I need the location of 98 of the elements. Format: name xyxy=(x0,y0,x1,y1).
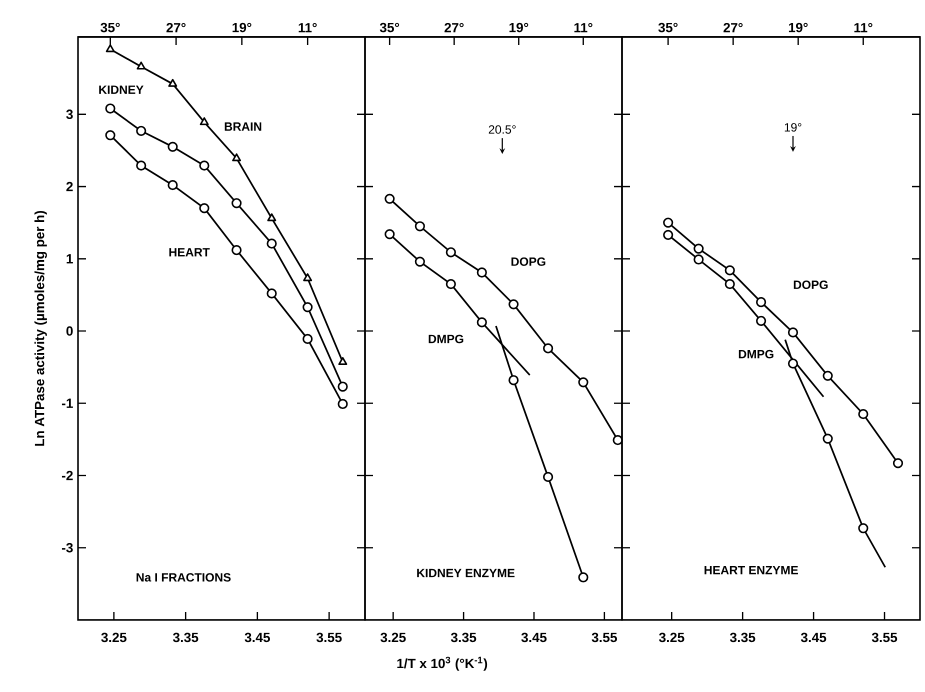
y-tick-label: -2 xyxy=(62,470,73,480)
point xyxy=(858,523,868,534)
point xyxy=(136,62,146,70)
point xyxy=(756,297,766,308)
point xyxy=(200,117,209,126)
x2-tick-label: 35° xyxy=(658,22,678,32)
x-tick-label: 3.25 xyxy=(659,632,684,642)
x-axis-title: 1/T x 10$^{3}$ (°K$^{-1}$) xyxy=(397,656,488,671)
annotation: 19° xyxy=(784,123,802,132)
x-tick-label: 3.55 xyxy=(316,632,342,642)
x-tick-label: 3.55 xyxy=(592,632,617,642)
series-label: BRAIN xyxy=(224,122,262,131)
point xyxy=(105,130,116,140)
x-tick-label: 3.25 xyxy=(380,632,406,642)
point xyxy=(788,327,798,338)
point xyxy=(338,382,348,392)
point xyxy=(476,317,487,328)
x-tick-label: 3.55 xyxy=(872,632,898,642)
point xyxy=(267,213,276,222)
x2-tick-label: 11° xyxy=(298,22,317,32)
x2-tick-label: 19° xyxy=(232,22,252,32)
y-tick-label: -3 xyxy=(62,543,73,552)
x2-tick-label: 19° xyxy=(788,22,808,32)
point xyxy=(384,194,395,204)
point xyxy=(199,160,210,171)
point xyxy=(788,358,798,369)
point xyxy=(508,375,519,386)
point xyxy=(338,398,348,410)
x2-tick-label: 11° xyxy=(574,22,592,32)
point xyxy=(694,254,704,265)
point xyxy=(303,273,312,282)
y-tick-label: 3 xyxy=(66,110,73,120)
point xyxy=(446,278,456,290)
point xyxy=(266,288,277,299)
y-tick-label: 1 xyxy=(66,254,73,264)
x2-tick-label: 35° xyxy=(100,22,120,32)
series-label: DMPG xyxy=(738,350,774,358)
point xyxy=(543,343,554,354)
point xyxy=(168,78,178,87)
x2-tick-label: 27° xyxy=(724,22,743,32)
annotation: KIDNEY ENZYME xyxy=(417,568,515,578)
point xyxy=(822,370,833,381)
point xyxy=(136,126,146,136)
x2-tick-label: 27° xyxy=(166,22,186,32)
point xyxy=(694,244,704,254)
x-tick-label: 3.45 xyxy=(244,632,270,642)
x-tick-label: 3.35 xyxy=(172,632,198,642)
y-axis-title: Ln ATPase activity (µmoles/mg per h) xyxy=(34,210,47,446)
point xyxy=(663,230,674,240)
point xyxy=(724,278,735,290)
point xyxy=(266,238,277,249)
point xyxy=(892,458,904,468)
annotation: HEART ENZYME xyxy=(704,566,798,574)
x-tick-label: 3.45 xyxy=(521,632,547,642)
point xyxy=(578,572,588,582)
series-label: HEART xyxy=(169,248,210,256)
x2-tick-label: 11° xyxy=(854,22,872,32)
point xyxy=(446,247,456,258)
x-tick-label: 3.25 xyxy=(101,632,126,642)
point xyxy=(232,153,242,162)
point xyxy=(858,409,868,420)
point xyxy=(338,357,348,366)
point xyxy=(724,265,735,276)
x2-tick-label: 19° xyxy=(509,22,528,32)
point xyxy=(136,160,146,171)
x2-tick-label: 27° xyxy=(444,22,464,32)
series-label: DMPG xyxy=(428,334,464,344)
point xyxy=(822,434,833,444)
point xyxy=(414,221,425,232)
annotation: Na I FRACTIONS xyxy=(136,573,231,582)
point xyxy=(105,103,116,114)
text: DOPG xyxy=(794,280,828,290)
y-tick-label: -1 xyxy=(62,398,73,408)
point xyxy=(199,203,210,214)
text: DOPG xyxy=(511,257,546,266)
point xyxy=(106,44,115,52)
point xyxy=(384,229,395,240)
x2-tick-label: 35° xyxy=(380,22,400,32)
point xyxy=(168,142,178,152)
x-tick-label: 3.35 xyxy=(730,632,756,642)
series-label: KIDNEY xyxy=(99,86,144,94)
point xyxy=(578,377,588,388)
x-tick-label: 3.45 xyxy=(800,632,826,642)
point xyxy=(663,218,674,228)
point xyxy=(302,334,313,344)
point xyxy=(476,267,487,278)
point xyxy=(508,299,519,310)
point xyxy=(302,302,313,312)
point xyxy=(756,316,766,326)
x-tick-label: 3.35 xyxy=(450,632,476,642)
y-tick-label: 0 xyxy=(66,326,73,336)
annotation: 20.5° xyxy=(488,125,516,134)
point xyxy=(232,198,242,208)
point xyxy=(543,472,554,482)
point xyxy=(232,245,242,256)
point xyxy=(414,256,425,267)
point xyxy=(168,180,178,190)
y-tick-label: 2 xyxy=(66,182,73,192)
